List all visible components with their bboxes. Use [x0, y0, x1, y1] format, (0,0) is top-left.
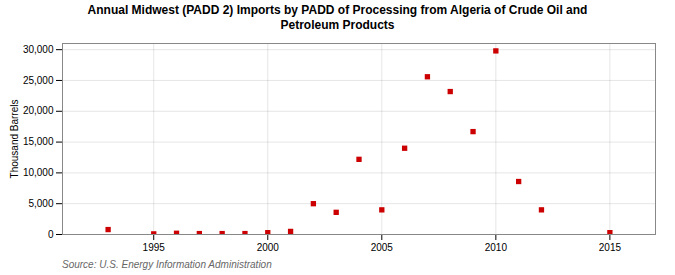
svg-text:25,000: 25,000	[23, 75, 54, 86]
svg-text:20,000: 20,000	[23, 105, 54, 116]
svg-text:0: 0	[48, 229, 54, 240]
svg-text:30,000: 30,000	[23, 44, 54, 55]
svg-text:2015: 2015	[599, 242, 622, 253]
svg-text:2010: 2010	[485, 242, 508, 253]
svg-text:10,000: 10,000	[23, 167, 54, 178]
svg-text:2005: 2005	[371, 242, 394, 253]
svg-text:5,000: 5,000	[28, 198, 53, 209]
svg-text:1995: 1995	[143, 242, 166, 253]
svg-text:15,000: 15,000	[23, 136, 54, 147]
html-text:Source: U.S. Energy Informatio: Source: U.S. Energy Information Administ…	[62, 259, 272, 270]
svg-text:2000: 2000	[257, 242, 280, 253]
html-text:Annual Midwest (PADD 2) Import: Annual Midwest (PADD 2) Imports by PADD …	[87, 3, 588, 32]
svg-text:Thousand Barrels: Thousand Barrels	[9, 100, 20, 179]
